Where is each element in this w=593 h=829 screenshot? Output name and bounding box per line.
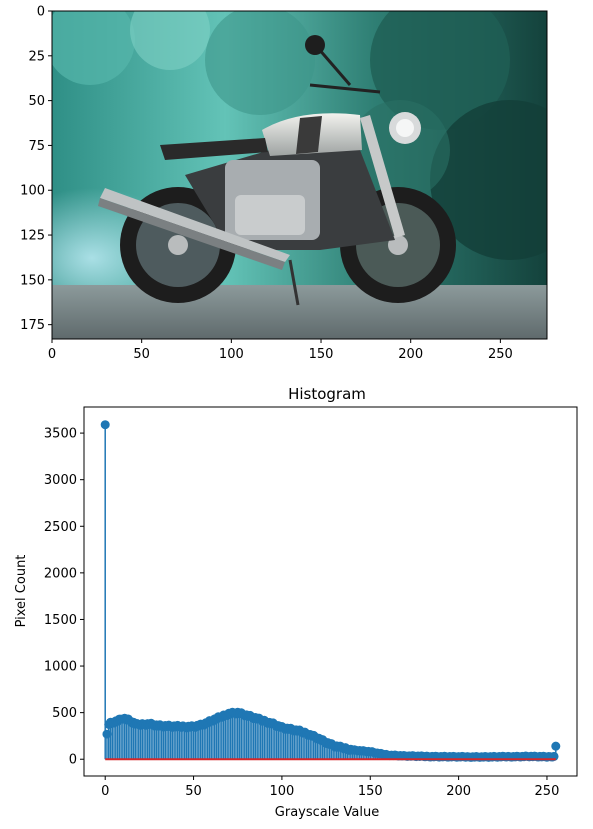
histogram-panel: Histogram 0 50 100 150 200 250 0 500 1000 1500 20… bbox=[14, 385, 578, 820]
stem-marker bbox=[551, 741, 561, 751]
image-y-tick-label: 100 bbox=[20, 184, 45, 199]
image-axes-frame bbox=[51, 10, 548, 340]
histogram-x-tick-label: 100 bbox=[269, 784, 294, 799]
y-axis-label: Pixel Count bbox=[14, 555, 29, 628]
image-y-tick-label: 150 bbox=[20, 273, 45, 288]
motorcycle-shape bbox=[98, 35, 456, 306]
histogram-x-ticks: 0 50 100 150 200 250 bbox=[101, 776, 559, 799]
image-panel: 0 50 100 150 200 250 0 25 50 75 100 125 150 175 bbox=[20, 5, 548, 362]
image-x-tick-label: 100 bbox=[219, 347, 244, 362]
histogram-x-tick-label: 150 bbox=[358, 784, 383, 799]
image-x-tick-label: 50 bbox=[133, 347, 150, 362]
image-y-tick-label: 175 bbox=[20, 318, 45, 333]
x-axis-label: Grayscale Value bbox=[275, 805, 379, 820]
histogram-axes-frame bbox=[83, 406, 578, 777]
histogram-y-tick-label: 1000 bbox=[44, 660, 77, 675]
histogram-x-tick-label: 50 bbox=[185, 784, 202, 799]
histogram-y-tick-label: 1500 bbox=[44, 613, 77, 628]
image-y-tick-label: 75 bbox=[28, 139, 45, 154]
stem-marker bbox=[100, 420, 110, 430]
image-x-tick-label: 150 bbox=[309, 347, 334, 362]
motorcycle-photo bbox=[52, 11, 547, 339]
image-y-tick-label: 125 bbox=[20, 229, 45, 244]
image-y-tick-label: 50 bbox=[28, 94, 45, 109]
image-x-tick-label: 0 bbox=[48, 347, 56, 362]
histogram-x-tick-label: 250 bbox=[535, 784, 560, 799]
histogram-y-tick-label: 500 bbox=[52, 706, 77, 721]
histogram-y-ticks: 0 500 1000 1500 2000 2500 3000 3500 bbox=[44, 427, 84, 768]
histogram-x-tick-label: 0 bbox=[101, 784, 109, 799]
image-y-tick-label: 25 bbox=[28, 49, 45, 64]
histogram-y-tick-label: 3000 bbox=[44, 473, 77, 488]
image-x-tick-label: 250 bbox=[488, 347, 513, 362]
histogram-stems bbox=[100, 420, 561, 762]
chart-title: Histogram bbox=[288, 385, 366, 403]
histogram-y-tick-label: 2000 bbox=[44, 566, 77, 581]
histogram-x-tick-label: 200 bbox=[446, 784, 471, 799]
histogram-y-tick-label: 2500 bbox=[44, 520, 77, 535]
image-y-tick-label: 0 bbox=[37, 5, 45, 20]
histogram-y-tick-label: 3500 bbox=[44, 427, 77, 442]
histogram-y-tick-label: 0 bbox=[69, 753, 77, 768]
image-y-ticks: 0 25 50 75 100 125 150 175 bbox=[20, 5, 52, 333]
image-x-tick-label: 200 bbox=[398, 347, 423, 362]
image-x-ticks: 0 50 100 150 200 250 bbox=[48, 339, 513, 362]
